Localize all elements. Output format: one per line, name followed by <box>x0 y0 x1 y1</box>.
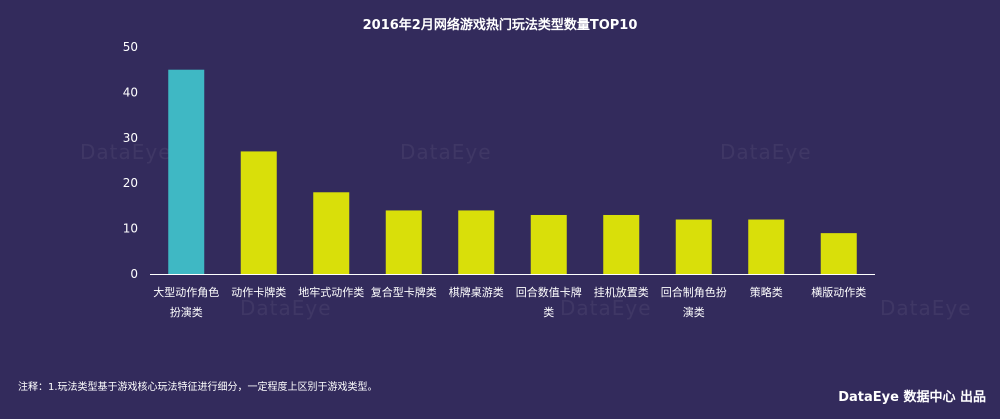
x-tick-label: 回合制角色扮 <box>661 285 727 299</box>
bar <box>603 214 640 274</box>
x-tick-label: 演类 <box>683 305 705 319</box>
y-tick-label: 30 <box>123 131 138 145</box>
y-tick-label: 0 <box>130 267 138 281</box>
y-tick-label: 20 <box>123 176 138 190</box>
chart-title: 2016年2月网络游戏热门玩法类型数量TOP10 <box>362 18 638 33</box>
y-tick-label: 50 <box>123 40 138 54</box>
y-tick-label: 10 <box>123 222 138 236</box>
bar <box>530 214 567 274</box>
x-tick-label: 回合数值卡牌 <box>516 285 582 299</box>
x-tick-label: 策略类 <box>750 285 783 299</box>
bar <box>313 192 350 274</box>
x-tick-label: 复合型卡牌类 <box>371 285 437 299</box>
watermark: DataEye <box>240 296 332 320</box>
bar <box>748 219 785 274</box>
x-tick-label: 地牢式动作类 <box>298 285 364 299</box>
watermark: DataEye <box>720 140 812 164</box>
brand-credit: DataEye 数据中心 出品 <box>838 390 986 405</box>
bar <box>675 219 712 274</box>
bar <box>458 210 495 274</box>
watermark: DataEye <box>880 296 972 320</box>
footnote: 注释：1.玩法类型基于游戏核心玩法特征进行细分，一定程度上区别于游戏类型。 <box>18 382 378 393</box>
bar <box>385 210 422 274</box>
bar <box>168 69 205 274</box>
watermark: DataEye <box>560 296 652 320</box>
bar <box>240 151 277 274</box>
x-tick-label: 大型动作角色 <box>153 285 219 299</box>
x-tick-label: 挂机放置类 <box>594 285 649 299</box>
watermark: DataEye <box>400 140 492 164</box>
x-tick-label: 扮演类 <box>170 305 203 319</box>
x-tick-label: 类 <box>543 305 554 319</box>
x-tick-label: 横版动作类 <box>811 285 866 299</box>
bar <box>820 233 857 274</box>
watermark: DataEye <box>80 140 172 164</box>
x-tick-label: 棋牌桌游类 <box>449 285 504 299</box>
y-tick-label: 40 <box>123 85 138 99</box>
x-tick-label: 动作卡牌类 <box>231 285 286 299</box>
